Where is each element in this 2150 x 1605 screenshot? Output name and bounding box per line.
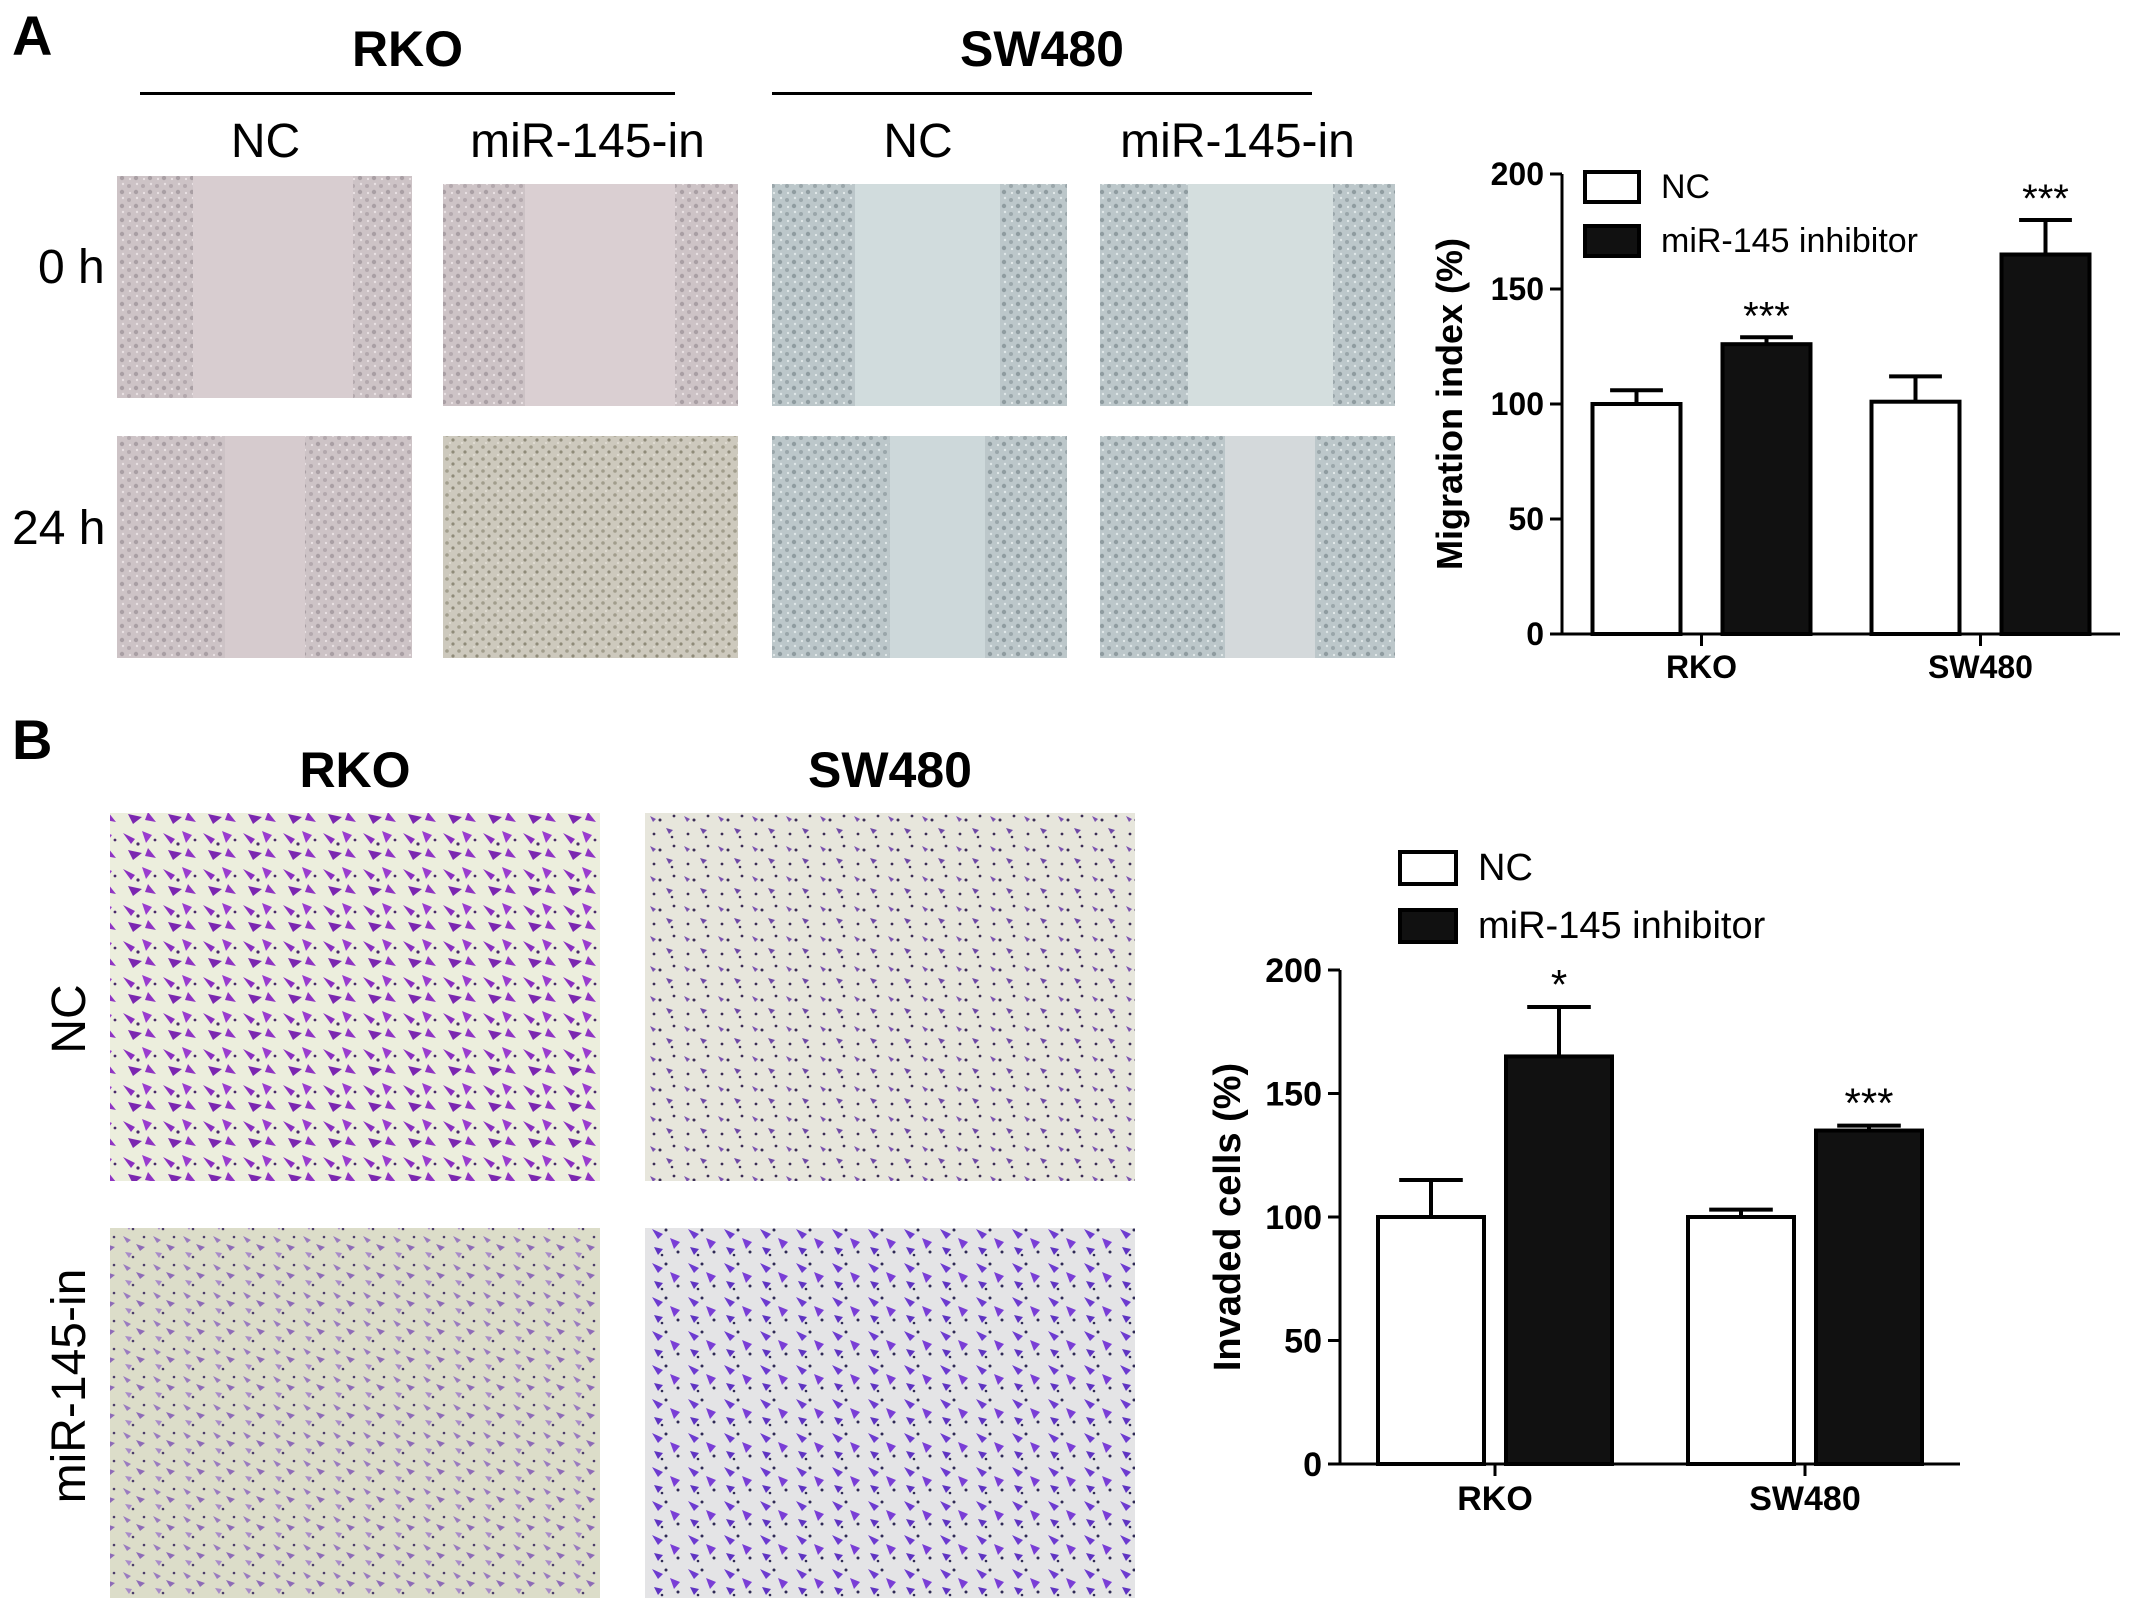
- panel-a-letter: A: [12, 4, 53, 67]
- bar: [1814, 1128, 1924, 1466]
- bar: [1999, 252, 2092, 636]
- bar: [1686, 1215, 1796, 1466]
- legend-label: miR-145 inhibitor: [1661, 222, 1918, 260]
- bar: [1376, 1215, 1486, 1466]
- legend-swatch: [1398, 850, 1458, 886]
- micrograph-rko-nc-24h: [117, 436, 412, 658]
- micrograph-rko-inh-0h: [443, 184, 738, 406]
- transwell-rko-nc: [110, 813, 600, 1181]
- panel-a-rule-sw480: [772, 92, 1312, 95]
- panel-a-cond-4: miR-145-in: [1120, 115, 1355, 168]
- bar: [1504, 1054, 1614, 1466]
- micrograph-sw480-nc-0h: [772, 184, 1067, 406]
- y-axis-label: Invaded cells (%): [1207, 1063, 1249, 1371]
- legend-label: NC: [1478, 847, 1533, 889]
- transwell-sw480-inh: [645, 1228, 1135, 1598]
- panel-a-cond-2: miR-145-in: [470, 115, 705, 168]
- panel-b-group-sw480: SW480: [808, 742, 972, 798]
- panel-a-group-rko: RKO: [351, 21, 464, 77]
- significance-label: ***: [1844, 1080, 1893, 1127]
- legend-swatch: [1583, 224, 1641, 258]
- micrograph-rko-nc-0h: [117, 176, 412, 398]
- y-tick-label: 150: [1491, 271, 1544, 307]
- x-tick-label: SW480: [1928, 649, 2033, 685]
- y-tick-label: 50: [1284, 1322, 1322, 1360]
- y-tick-label: 200: [1491, 156, 1544, 192]
- invasion-chart: Invaded cells (%) 0 50 100 150 200 RKO * SW480 **…: [1207, 847, 1960, 1518]
- legend-swatch: [1398, 908, 1458, 944]
- y-tick-label: 50: [1508, 501, 1544, 537]
- y-tick-label: 200: [1265, 952, 1322, 990]
- panel-a-cond-1: NC: [230, 115, 301, 168]
- x-tick-label: RKO: [1457, 1480, 1533, 1518]
- y-tick-label: 100: [1491, 386, 1544, 422]
- micrograph-rko-inh-24h: [443, 436, 738, 658]
- significance-label: ***: [2022, 177, 2069, 221]
- panel-a-row-0h: 0 h: [38, 241, 105, 294]
- panel-b-group-rko: RKO: [299, 742, 411, 798]
- y-tick-label: 0: [1526, 616, 1544, 652]
- y-tick-label: 100: [1265, 1199, 1322, 1237]
- micrograph-sw480-nc-24h: [772, 436, 1067, 658]
- panel-a-rule-rko: [140, 92, 675, 95]
- significance-label: *: [1551, 961, 1567, 1008]
- bar: [1590, 402, 1683, 636]
- y-tick-label: 0: [1303, 1446, 1322, 1484]
- legend-label: miR-145 inhibitor: [1478, 905, 1766, 947]
- bar: [1720, 342, 1813, 636]
- bar: [1869, 399, 1962, 636]
- transwell-rko-inh: [110, 1228, 600, 1598]
- legend-label: NC: [1661, 168, 1710, 206]
- micrograph-sw480-inh-24h: [1100, 436, 1395, 658]
- x-tick-label: RKO: [1666, 649, 1737, 685]
- transwell-sw480-nc: [645, 813, 1135, 1181]
- panel-a-group-sw480: SW480: [960, 21, 1124, 77]
- y-axis-label: Migration index (%): [1429, 238, 1470, 570]
- significance-label: ***: [1743, 294, 1790, 338]
- legend-swatch: [1583, 170, 1641, 204]
- micrograph-sw480-inh-0h: [1100, 184, 1395, 406]
- panel-b-letter: B: [12, 708, 53, 771]
- migration-chart: Migration index (%) 0 50 100 150 200 RKO *** SW4…: [1429, 156, 2120, 685]
- panel-a-row-24h: 24 h: [12, 502, 106, 555]
- y-tick-label: 150: [1265, 1075, 1322, 1113]
- panel-a-cond-3: NC: [883, 115, 953, 168]
- x-tick-label: SW480: [1749, 1480, 1861, 1518]
